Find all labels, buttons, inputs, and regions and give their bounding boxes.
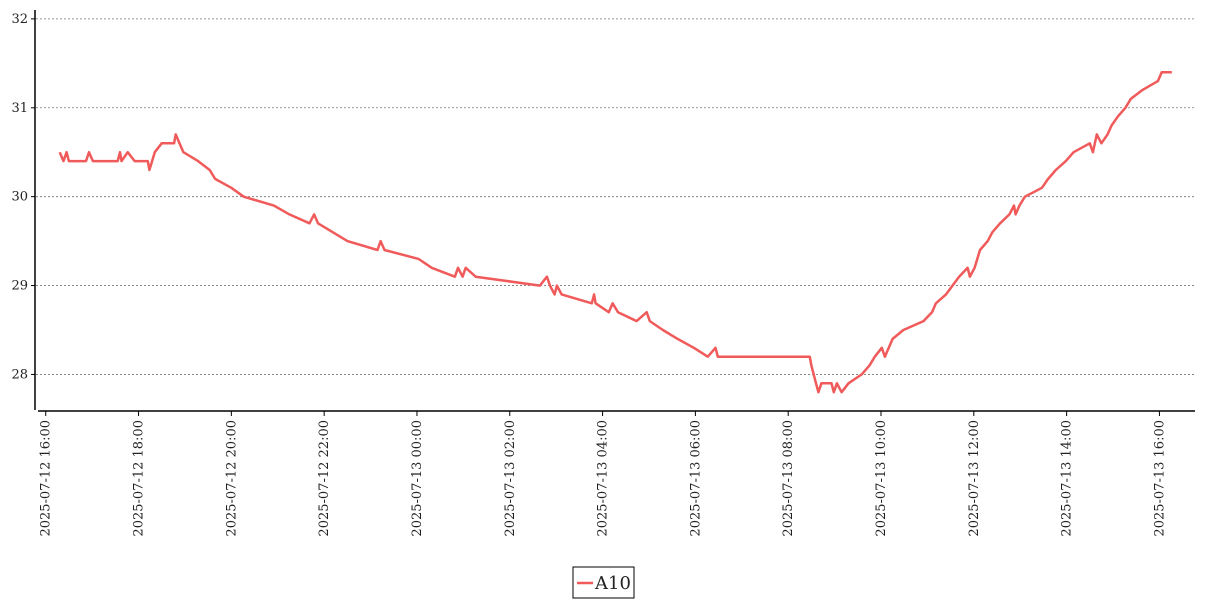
x-tick-label: 2025-07-13 02:00 xyxy=(503,420,518,537)
legend: A10 xyxy=(572,566,635,599)
x-tick-label: 2025-07-13 06:00 xyxy=(688,420,703,537)
y-tick-label: 31 xyxy=(11,101,28,116)
x-tick-label: 2025-07-13 14:00 xyxy=(1060,420,1075,537)
x-tick-label: 2025-07-12 18:00 xyxy=(132,420,147,537)
x-tick-label: 2025-07-12 20:00 xyxy=(224,420,239,537)
x-tick-label: 2025-07-12 22:00 xyxy=(317,420,332,537)
x-tick-label: 2025-07-12 16:00 xyxy=(39,420,54,537)
y-tick-label: 30 xyxy=(11,190,28,205)
x-tick-label: 2025-07-13 12:00 xyxy=(967,420,982,537)
x-tick-label: 2025-07-13 08:00 xyxy=(781,420,796,537)
legend-label: A10 xyxy=(594,573,631,594)
x-tick-label: 2025-07-13 04:00 xyxy=(596,420,611,537)
y-tick-label: 28 xyxy=(11,367,28,382)
x-tick-label: 2025-07-13 16:00 xyxy=(1152,420,1167,537)
x-tick-label: 2025-07-13 10:00 xyxy=(874,420,889,537)
x-tick-label: 2025-07-13 00:00 xyxy=(410,420,425,537)
y-tick-label: 32 xyxy=(11,12,28,27)
y-tick-label: 29 xyxy=(11,279,28,294)
data-line xyxy=(58,70,1172,394)
